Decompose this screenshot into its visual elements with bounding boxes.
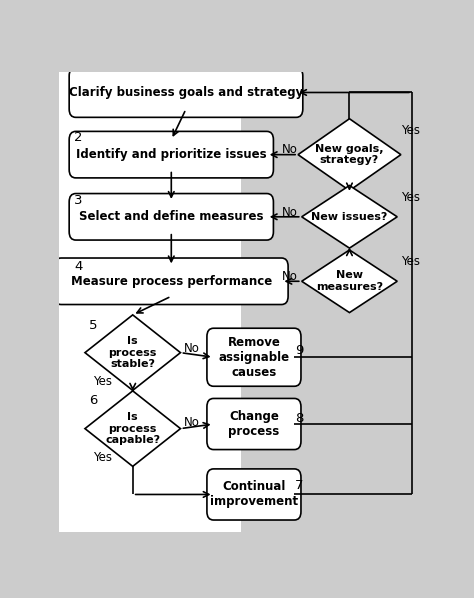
Polygon shape — [298, 119, 401, 191]
Text: Identify and prioritize issues: Identify and prioritize issues — [76, 148, 266, 161]
Polygon shape — [301, 185, 397, 248]
Text: No: No — [183, 416, 199, 429]
Text: 2: 2 — [74, 131, 82, 144]
Text: Yes: Yes — [93, 375, 112, 388]
Text: 4: 4 — [74, 260, 82, 273]
Text: Clarify business goals and strategy: Clarify business goals and strategy — [69, 86, 303, 99]
FancyBboxPatch shape — [55, 258, 288, 304]
Text: Is
process
capable?: Is process capable? — [105, 412, 160, 446]
Text: 3: 3 — [74, 194, 82, 207]
Text: No: No — [282, 270, 297, 283]
Text: Remove
assignable
causes: Remove assignable causes — [219, 335, 290, 379]
Text: Change
process: Change process — [228, 410, 280, 438]
Text: Yes: Yes — [401, 255, 420, 268]
Text: 6: 6 — [90, 395, 98, 407]
Polygon shape — [85, 391, 181, 466]
Text: Select and define measures: Select and define measures — [79, 210, 264, 223]
FancyBboxPatch shape — [207, 398, 301, 450]
Text: 7: 7 — [295, 479, 303, 492]
Text: 9: 9 — [295, 344, 303, 357]
Text: New issues?: New issues? — [311, 212, 388, 222]
Bar — [59, 72, 241, 532]
Text: Yes: Yes — [401, 191, 420, 203]
FancyBboxPatch shape — [69, 132, 273, 178]
Text: No: No — [183, 341, 199, 355]
FancyBboxPatch shape — [207, 469, 301, 520]
Text: No: No — [282, 142, 297, 155]
Text: No: No — [282, 206, 297, 219]
Text: Yes: Yes — [93, 451, 112, 464]
Polygon shape — [301, 250, 397, 313]
Polygon shape — [85, 315, 181, 390]
Text: Measure process performance: Measure process performance — [71, 274, 272, 288]
FancyBboxPatch shape — [69, 68, 303, 117]
Text: Is
process
stable?: Is process stable? — [109, 336, 157, 369]
Text: New goals,
strategy?: New goals, strategy? — [315, 144, 384, 166]
Text: Yes: Yes — [401, 124, 420, 137]
Text: New
measures?: New measures? — [316, 270, 383, 292]
FancyBboxPatch shape — [207, 328, 301, 386]
Text: Continual
improvement: Continual improvement — [210, 480, 298, 508]
Text: 5: 5 — [90, 319, 98, 331]
Text: 8: 8 — [295, 411, 303, 425]
FancyBboxPatch shape — [69, 194, 273, 240]
